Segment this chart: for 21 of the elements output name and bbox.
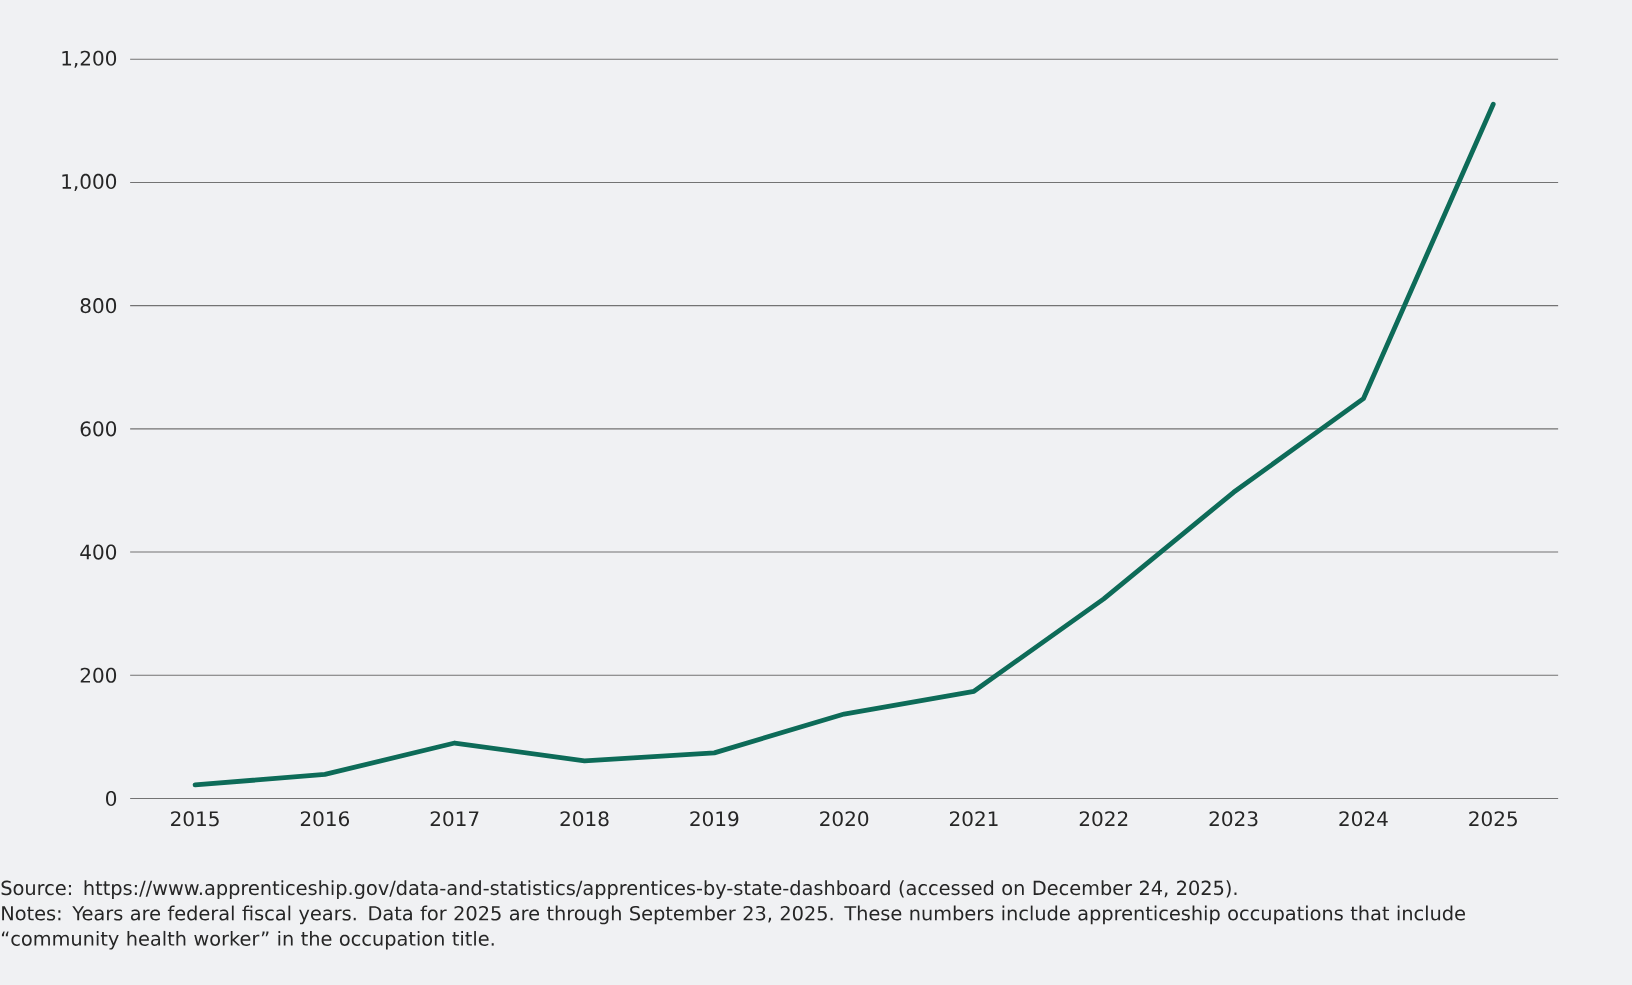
y-tick-label: 200: [80, 667, 117, 683]
y-tick-label: 1,200: [62, 50, 117, 68]
text: Notes: Years are federal fiscal years. Data for 2025 are through September 23, 2025. These numbers include apprenticeship occupations that include “community health worker” in the occupation title.: [1, 905, 1465, 950]
line-series: [192, 101, 1496, 788]
x-tick-label: 2016: [300, 811, 350, 827]
y-tick-label: 400: [80, 544, 117, 560]
y-tick-label: 800: [80, 298, 117, 314]
x-tick-label: 2023: [1209, 811, 1258, 827]
x-tick-label: 2022: [1079, 811, 1128, 827]
y-tick-label: 1,000: [62, 173, 117, 192]
x-tick-label: 2024: [1339, 811, 1388, 827]
x-tick-label: 2019: [690, 811, 739, 827]
x-tick-label: 2020: [820, 811, 869, 827]
x-tick-label: 2025: [1469, 811, 1517, 827]
y-tick-label: 600: [80, 421, 117, 437]
x-tick-label: 2017: [430, 811, 479, 827]
x-tick-label: 2015: [171, 811, 219, 827]
y-tick-label: 0: [106, 790, 117, 807]
x-tick-label: 2018: [560, 811, 609, 827]
source-note: Source: https://www.apprenticeship.gov/data-and-statistics/apprentices-by-state-dashboard (accessed on December 24, 2025).: [1, 880, 1237, 899]
x-tick-label: 2021: [949, 811, 998, 827]
